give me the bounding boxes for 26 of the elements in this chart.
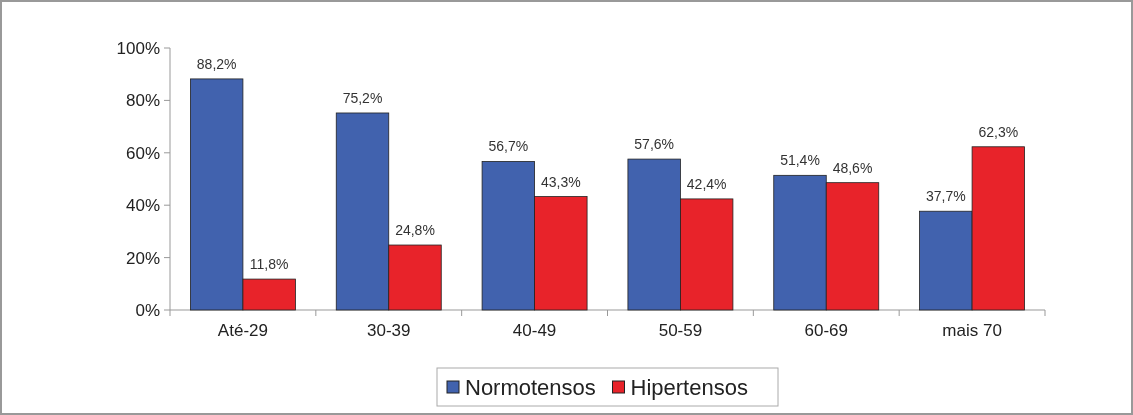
y-tick-label: 0%	[135, 300, 160, 320]
y-tick-label: 20%	[125, 248, 160, 268]
y-tick-label: 80%	[125, 91, 160, 111]
y-tick-label: 40%	[125, 196, 160, 216]
data-label: 37,7%	[925, 188, 966, 205]
y-tick-label: 60%	[125, 143, 160, 163]
x-tick-label: Até-29	[217, 321, 268, 340]
data-label: 56,7%	[488, 138, 529, 155]
data-label: 62,3%	[978, 123, 1019, 140]
data-label: 88,2%	[196, 55, 237, 72]
x-tick-label: 50-59	[658, 321, 703, 340]
x-tick-label: 60-69	[804, 321, 848, 340]
data-label: 57,6%	[634, 136, 675, 153]
data-label: 43,3%	[540, 173, 581, 190]
data-label: 11,8%	[249, 256, 289, 273]
legend-label: Hipertensos	[630, 374, 748, 400]
data-label: 75,2%	[342, 89, 383, 106]
x-tick-label: 40-49	[512, 321, 557, 340]
data-label: 24,8%	[395, 222, 435, 239]
y-tick-label: 100%	[116, 38, 160, 58]
legend-label: Normotensos	[465, 374, 596, 400]
x-tick-label: mais 70	[942, 321, 1002, 340]
data-label: 48,6%	[832, 159, 873, 176]
data-label: 42,4%	[686, 175, 727, 192]
data-label: 51,4%	[780, 152, 820, 169]
x-tick-label: 30-39	[367, 321, 411, 340]
